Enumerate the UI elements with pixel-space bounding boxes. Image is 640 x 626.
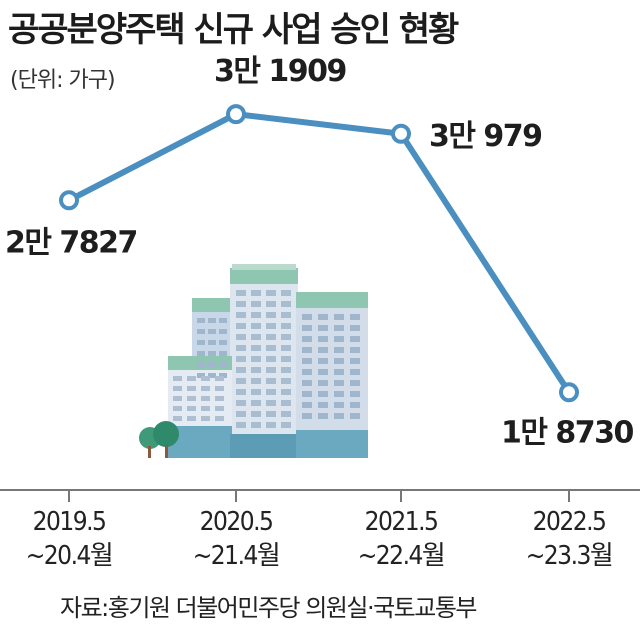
x-tick-label: ~21.4월 — [193, 541, 280, 571]
unit-label: (단위: 가구) — [10, 68, 116, 93]
x-tick-label: 2021.5 — [365, 507, 438, 537]
data-point — [391, 123, 411, 144]
x-tick-label: 2019.5 — [33, 507, 106, 537]
data-label: 2만 7827 — [5, 225, 137, 260]
chart-title: 공공분양주택 신규 사업 승인 현황 — [8, 10, 459, 50]
plot-area: 2019.5 ~20.4월 2020.5 ~21.4월 2021.5 ~22.4월 2022… — [0, 54, 640, 571]
x-tick-label: ~20.4월 — [26, 541, 113, 571]
x-tick-label: 2022.5 — [533, 507, 606, 537]
data-label: 3만 1909 — [214, 54, 346, 89]
data-label: 1만 8730 — [501, 415, 634, 450]
x-tick-label: ~22.4월 — [358, 541, 445, 571]
building-windows — [173, 290, 360, 428]
x-tick-label: 2020.5 — [200, 507, 273, 537]
series-line — [66, 111, 572, 396]
data-point — [59, 190, 79, 211]
source-note: 자료:홍기원 더불어민주당 의원실·국토교통부 — [60, 594, 478, 622]
x-tick-label: ~23.3월 — [526, 541, 613, 571]
data-point — [226, 104, 246, 125]
apartment-buildings-icon — [139, 264, 368, 458]
data-label: 3만 979 — [429, 119, 542, 154]
data-point — [559, 382, 579, 403]
